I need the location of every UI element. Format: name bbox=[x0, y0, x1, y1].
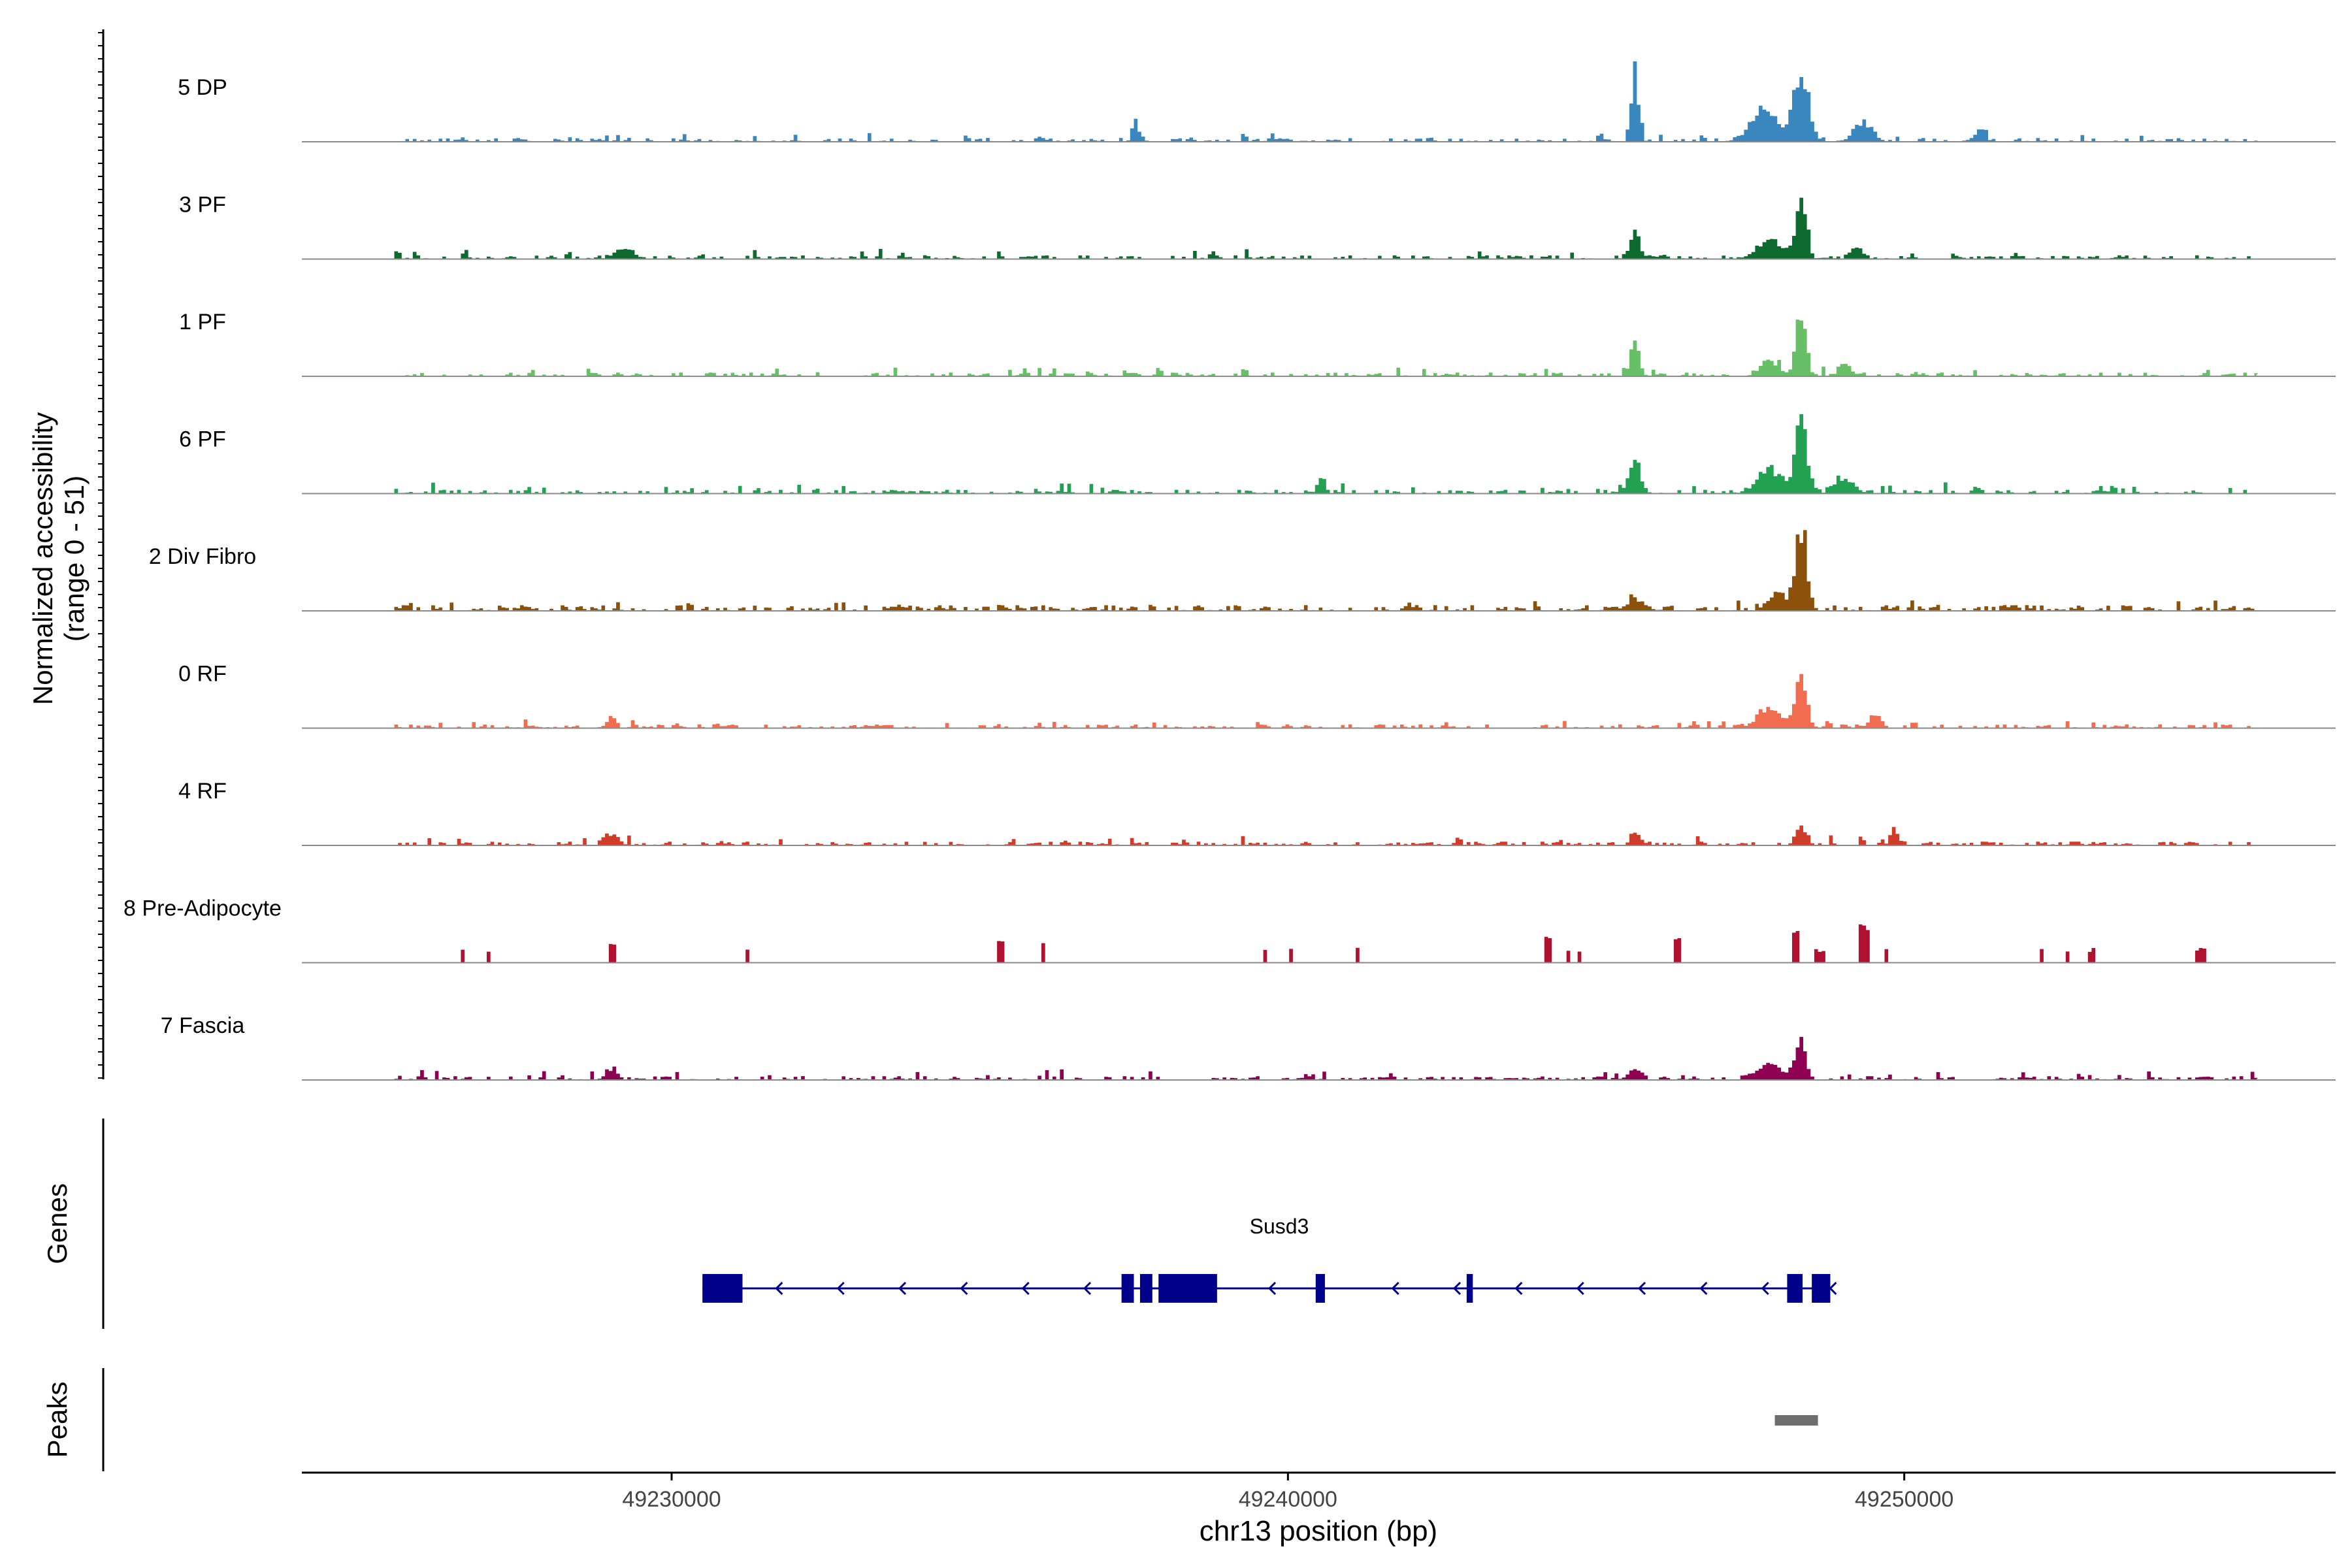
peaks-label: Peaks bbox=[42, 1382, 73, 1458]
x-tick-label: 49240000 bbox=[1239, 1487, 1337, 1512]
track-label: 1 PF bbox=[179, 310, 226, 335]
track-1-pf: 1 PF bbox=[179, 310, 2336, 377]
track-label: 5 DP bbox=[178, 75, 227, 100]
strand-arrow bbox=[1083, 1281, 1092, 1296]
coverage-area bbox=[394, 1037, 2259, 1080]
strand-arrow bbox=[1829, 1281, 1837, 1296]
track-label: 8 Pre-Adipocyte bbox=[123, 896, 282, 921]
coverage-tracks: 5 DP 3 PF 1 PF 6 PF 2 Div Fibro 0 RF 4 RF 8 Pre… bbox=[123, 61, 2336, 1081]
track-8-pre-adipocyte: 8 Pre-Adipocyte bbox=[123, 896, 2336, 964]
track-label: 3 PF bbox=[179, 193, 226, 218]
gene-name: Susd3 bbox=[1250, 1215, 1309, 1238]
coverage-area bbox=[394, 414, 2247, 494]
strand-arrow bbox=[1391, 1281, 1399, 1296]
gene-exon bbox=[1121, 1274, 1134, 1303]
track-3-pf: 3 PF bbox=[179, 193, 2336, 260]
gene-exon bbox=[1466, 1274, 1473, 1303]
strand-arrow bbox=[775, 1281, 783, 1296]
track-label: 6 PF bbox=[179, 427, 226, 452]
coverage-area bbox=[398, 825, 2251, 845]
coverage-area bbox=[394, 674, 2251, 728]
track-label: 0 RF bbox=[178, 662, 227, 687]
coverage-area bbox=[405, 319, 2259, 376]
x-axis: 49230000 49240000 49250000 chr13 position … bbox=[302, 1471, 2336, 1547]
y-axis-subtitle: (range 0 - 51) bbox=[59, 476, 90, 642]
track-label: 2 Div Fibro bbox=[149, 544, 256, 569]
y-axis-ticks bbox=[98, 32, 103, 1079]
peaks-panel: Peaks bbox=[42, 1368, 1818, 1471]
strand-arrow bbox=[898, 1281, 907, 1296]
peak-regions bbox=[1774, 1415, 1818, 1426]
track-4-rf: 4 RF bbox=[178, 779, 2336, 846]
coverage-area bbox=[461, 924, 2206, 963]
x-tick-label: 49230000 bbox=[622, 1487, 721, 1512]
track-label: 4 RF bbox=[178, 779, 227, 804]
gene-exon bbox=[1315, 1274, 1325, 1303]
y-axis: Normalized accessibility (range 0 - 51) bbox=[27, 29, 105, 1079]
gene-exon bbox=[702, 1274, 743, 1303]
strand-arrow bbox=[1021, 1281, 1030, 1296]
track-7-fascia: 7 Fascia bbox=[161, 1013, 2336, 1081]
strand-arrow bbox=[1576, 1281, 1584, 1296]
coverage-area bbox=[394, 197, 2251, 259]
strand-arrow bbox=[1699, 1281, 1708, 1296]
gene-exon bbox=[1158, 1274, 1217, 1303]
track-0-rf: 0 RF bbox=[178, 662, 2336, 729]
strand-arrow bbox=[960, 1281, 968, 1296]
x-axis-ticks: 49230000 49240000 49250000 bbox=[622, 1473, 1953, 1512]
strand-arrow bbox=[1514, 1281, 1523, 1296]
track-2-div-fibro: 2 Div Fibro bbox=[149, 530, 2336, 612]
y-axis-title: Normalized accessibility bbox=[27, 412, 58, 705]
x-tick-label: 49250000 bbox=[1855, 1487, 1953, 1512]
strand-arrow bbox=[1267, 1281, 1277, 1296]
track-label: 7 Fascia bbox=[161, 1013, 245, 1038]
gene-model: Susd3 bbox=[702, 1215, 1837, 1303]
gene-exon bbox=[1139, 1274, 1152, 1303]
genes-panel: Genes Susd3 bbox=[42, 1119, 1837, 1329]
track-6-pf: 6 PF bbox=[179, 414, 2336, 495]
genes-label: Genes bbox=[42, 1183, 73, 1264]
coverage-area bbox=[405, 61, 2259, 142]
track-5-dp: 5 DP bbox=[178, 61, 2336, 142]
gene-exon bbox=[1787, 1274, 1803, 1303]
strand-arrow bbox=[1452, 1281, 1462, 1296]
strand-arrow bbox=[836, 1281, 845, 1296]
gene-exon bbox=[1812, 1274, 1831, 1303]
peak-region bbox=[1774, 1415, 1818, 1426]
strand-arrow bbox=[1761, 1281, 1769, 1296]
strand-arrow bbox=[1637, 1281, 1646, 1296]
x-axis-title: chr13 position (bp) bbox=[1200, 1515, 1437, 1547]
coverage-area bbox=[394, 530, 2255, 611]
